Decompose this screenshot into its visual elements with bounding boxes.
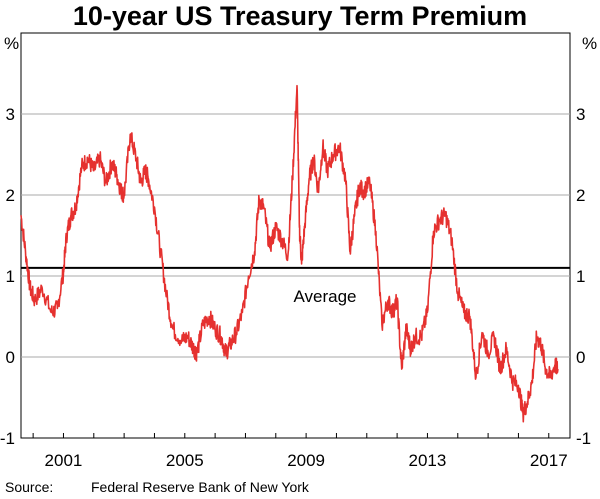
term-premium-line bbox=[20, 84, 559, 423]
y-tick-label-right: 0 bbox=[576, 348, 585, 367]
y-unit-left: % bbox=[4, 34, 19, 53]
y-tick-label-left: 0 bbox=[6, 348, 15, 367]
y-tick-labels-right: -1 0 1 2 3 bbox=[576, 105, 591, 448]
x-tick-label: 2017 bbox=[530, 451, 568, 470]
x-tick-label: 2009 bbox=[287, 451, 325, 470]
plot-frame bbox=[20, 32, 571, 439]
x-tick-label: 2013 bbox=[409, 451, 447, 470]
x-tick-labels: 2001 2005 2009 2013 2017 bbox=[45, 451, 568, 470]
average-label: Average bbox=[293, 287, 356, 306]
y-tick-labels-left: -1 0 1 2 3 bbox=[0, 105, 15, 448]
source-label: Source: bbox=[5, 479, 53, 495]
chart-title: 10-year US Treasury Term Premium bbox=[73, 1, 527, 31]
y-tick-label-right: 2 bbox=[576, 186, 585, 205]
y-tick-label-left: 1 bbox=[6, 267, 15, 286]
y-tick-label-right: 3 bbox=[576, 105, 585, 124]
x-tick-marks bbox=[32, 433, 550, 438]
y-tick-label-left: -1 bbox=[0, 429, 15, 448]
y-tick-label-left: 2 bbox=[6, 186, 15, 205]
x-tick-label: 2005 bbox=[166, 451, 204, 470]
y-tick-label-right: -1 bbox=[576, 429, 591, 448]
y-tick-label-left: 3 bbox=[6, 105, 15, 124]
gridlines bbox=[21, 113, 570, 358]
source-text: Federal Reserve Bank of New York bbox=[91, 479, 310, 495]
y-tick-label-right: 1 bbox=[576, 267, 585, 286]
x-tick-label: 2001 bbox=[45, 451, 83, 470]
y-unit-right: % bbox=[582, 34, 597, 53]
